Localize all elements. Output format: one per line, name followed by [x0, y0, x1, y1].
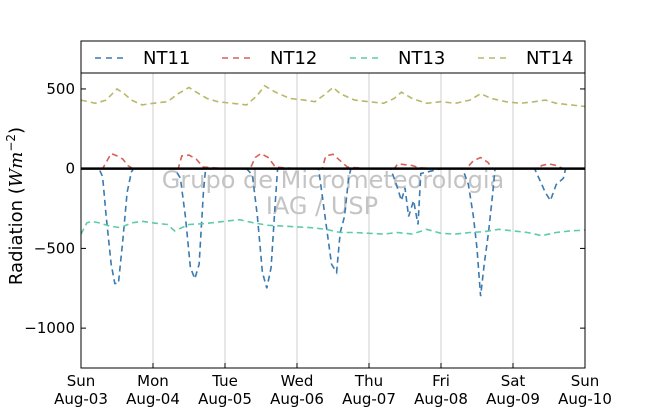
x-tick-date-2: Aug-05 — [198, 390, 252, 408]
legend-box — [80, 40, 586, 74]
legend-label-nt11: NT11 — [143, 48, 190, 69]
x-tick-date-5: Aug-08 — [414, 390, 468, 408]
x-tick-date-3: Aug-06 — [270, 390, 324, 408]
y-tick-label-3: −1000 — [24, 319, 75, 337]
ylabel-suffix: ) — [6, 127, 27, 134]
ylabel-math: Wm — [6, 152, 27, 188]
x-tick-day-3: Wed — [281, 372, 314, 390]
watermark-line-1: Grupo de Micrometeorologia — [162, 166, 504, 194]
plot-frame — [80, 72, 586, 369]
ylabel-prefix: Radiation ( — [6, 187, 27, 285]
x-axis: SunAug-03MonAug-04TueAug-05WedAug-06ThuA… — [54, 363, 612, 408]
x-tick-day-7: Sun — [571, 372, 600, 390]
series-line-nt13 — [80, 218, 586, 237]
y-tick-label-1: 0 — [65, 160, 75, 178]
x-tick-day-0: Sun — [67, 372, 96, 390]
legend: NT11 NT12 NT13 NT14 — [80, 40, 586, 74]
vertical-grid — [152, 73, 514, 368]
x-tick-date-4: Aug-07 — [342, 390, 396, 408]
ylabel-exponent: −2 — [4, 134, 18, 152]
x-tick-date-7: Aug-10 — [558, 390, 612, 408]
x-tick-day-5: Fri — [432, 372, 450, 390]
y-tick-label-2: −500 — [34, 239, 75, 257]
x-tick-day-2: Tue — [211, 372, 238, 390]
x-tick-date-6: Aug-09 — [486, 390, 540, 408]
watermark: Grupo de Micrometeorologia IAG / USP — [162, 166, 504, 220]
legend-label-nt13: NT13 — [398, 48, 445, 69]
series-line-nt14 — [80, 84, 586, 108]
x-tick-day-6: Sat — [501, 372, 526, 390]
x-tick-date-1: Aug-04 — [126, 390, 180, 408]
x-tick-day-4: Thu — [354, 372, 383, 390]
legend-label-nt12: NT12 — [270, 48, 317, 69]
y-axis: 500 0 −500 −1000 — [24, 80, 585, 337]
x-tick-date-0: Aug-03 — [54, 390, 108, 408]
y-tick-label-0: 500 — [46, 80, 75, 98]
y-axis-label: Radiation (Wm−2) — [4, 127, 27, 285]
legend-label-nt14: NT14 — [526, 48, 573, 69]
x-tick-day-1: Mon — [137, 372, 169, 390]
